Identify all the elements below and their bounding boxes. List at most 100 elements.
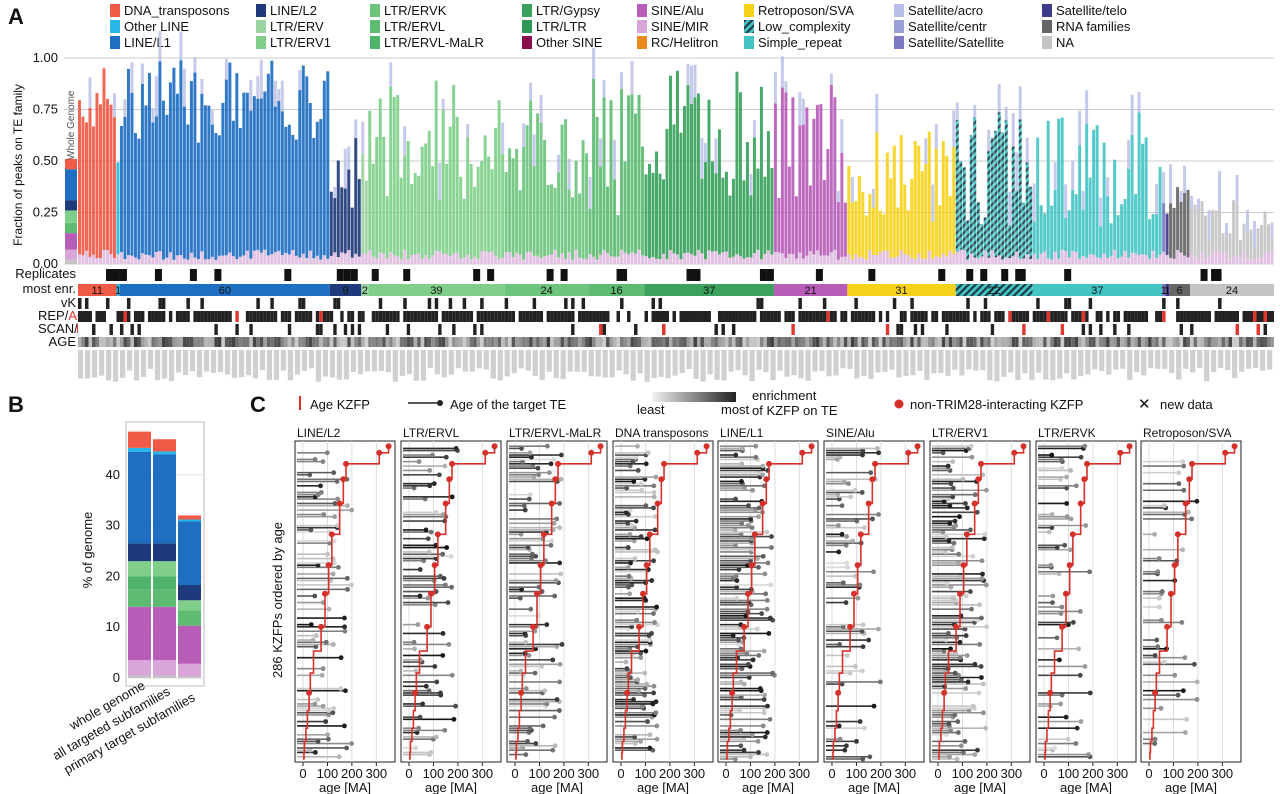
bar-segment bbox=[973, 104, 977, 118]
target-age-dot bbox=[331, 560, 337, 566]
scan-duf-mark bbox=[836, 324, 841, 335]
rep-act-mark bbox=[599, 311, 603, 322]
target-age-dot bbox=[837, 454, 843, 460]
target-age-dot bbox=[765, 560, 771, 566]
bar-segment bbox=[1193, 204, 1197, 257]
scan-duf-mark bbox=[1200, 324, 1205, 335]
age-mark bbox=[1200, 337, 1205, 347]
bar-segment bbox=[553, 187, 557, 250]
facet-frame bbox=[823, 440, 925, 763]
x-tick-label: 200 bbox=[659, 766, 681, 781]
bar-segment bbox=[315, 121, 319, 256]
scan-duf-mark bbox=[1134, 324, 1138, 335]
most-enriched-segment bbox=[847, 284, 956, 296]
bar-segment bbox=[1179, 252, 1183, 264]
bar-segment bbox=[231, 256, 235, 264]
bar-segment bbox=[105, 250, 109, 264]
scan-duf-mark bbox=[1151, 324, 1156, 335]
whole-genome-bar-segment bbox=[65, 233, 77, 250]
rep-act-mark bbox=[1190, 311, 1194, 322]
vk-mark bbox=[403, 298, 407, 309]
age-mark bbox=[424, 337, 428, 347]
bar-segment bbox=[1151, 214, 1155, 251]
age-mark bbox=[763, 337, 767, 347]
target-age-dot bbox=[980, 571, 985, 577]
age-mark bbox=[641, 337, 645, 347]
rep-act-mark bbox=[1011, 311, 1016, 322]
bar-segment bbox=[938, 257, 942, 264]
bar-segment bbox=[819, 255, 823, 264]
scan-duf-mark bbox=[1158, 324, 1163, 335]
bar-segment bbox=[1130, 94, 1134, 135]
bar-segment bbox=[466, 124, 470, 138]
x-tick-label: 200 bbox=[1187, 766, 1209, 781]
bar-segment bbox=[941, 253, 945, 264]
target-age-dot bbox=[1157, 604, 1162, 610]
non-trim28-dot bbox=[741, 623, 748, 630]
subfamily-name-mark bbox=[469, 350, 475, 372]
bar-segment bbox=[885, 250, 889, 264]
age-mark bbox=[759, 337, 764, 347]
bar-segment bbox=[161, 100, 165, 260]
stack-segment bbox=[153, 451, 176, 455]
facet-title: LTR/ERVL-MaLR bbox=[509, 426, 602, 440]
target-age-dot bbox=[1062, 542, 1068, 548]
bar-segment bbox=[717, 129, 721, 255]
bar-segment bbox=[630, 60, 634, 95]
target-age-dot bbox=[318, 483, 323, 489]
bar-segment bbox=[1102, 142, 1106, 254]
target-age-dot bbox=[733, 452, 739, 458]
x-tick-label: 0 bbox=[934, 766, 941, 781]
y-tick-label: 40 bbox=[106, 467, 120, 482]
scan-duf-mark bbox=[322, 324, 327, 335]
age-mark bbox=[270, 337, 274, 347]
x-axis-title: age [MA] bbox=[848, 780, 900, 794]
target-age-dot bbox=[738, 727, 744, 733]
bar-segment bbox=[599, 254, 603, 264]
bar-segment bbox=[1109, 256, 1113, 264]
bar-segment bbox=[840, 256, 844, 264]
age-mark bbox=[1046, 337, 1051, 347]
bar-segment bbox=[564, 119, 568, 259]
bar-segment bbox=[689, 253, 693, 264]
bar-segment bbox=[861, 257, 865, 264]
age-mark bbox=[1169, 337, 1173, 347]
stack-segment bbox=[178, 519, 201, 522]
rep-act-mark bbox=[133, 311, 138, 322]
bar-segment bbox=[679, 132, 683, 260]
bar-segment bbox=[298, 70, 302, 90]
rep-act-mark bbox=[1043, 311, 1047, 322]
bar-segment bbox=[172, 67, 176, 260]
scan-duf-mark bbox=[1053, 324, 1058, 335]
rep-act-mark bbox=[1193, 311, 1198, 322]
target-age-dot bbox=[523, 752, 529, 757]
rep-act-mark bbox=[207, 311, 211, 322]
scan-duf-mark bbox=[959, 324, 963, 335]
age-mark bbox=[242, 337, 246, 347]
non-trim28-dot bbox=[960, 562, 967, 569]
x-tick-label: 200 bbox=[764, 766, 786, 781]
rep-act-mark bbox=[88, 311, 92, 322]
x-tick-label: 0 bbox=[405, 766, 412, 781]
age-mark bbox=[1074, 337, 1079, 347]
target-age-dot bbox=[315, 562, 321, 568]
row-label-rep: REP/ bbox=[38, 308, 69, 323]
target-age-dot bbox=[523, 686, 529, 691]
rep-act-mark bbox=[1078, 311, 1082, 322]
target-age-dot bbox=[736, 642, 742, 647]
subfamily-name-mark bbox=[819, 350, 825, 371]
rep-act-mark bbox=[98, 311, 103, 322]
target-age-dot bbox=[652, 620, 657, 625]
target-age-dot bbox=[741, 681, 747, 687]
age-mark bbox=[693, 337, 697, 347]
bar-segment bbox=[773, 71, 777, 104]
whole-genome-bar-segment bbox=[65, 158, 77, 170]
target-age-dot bbox=[761, 710, 767, 716]
legend-label: LTR/ERV bbox=[270, 19, 324, 34]
target-age-dot bbox=[441, 512, 446, 517]
scan-duf-mark bbox=[214, 324, 218, 335]
rep-act-mark bbox=[452, 311, 456, 322]
age-mark bbox=[1270, 337, 1274, 347]
target-age-dot bbox=[651, 611, 656, 617]
subfamily-name-mark bbox=[539, 350, 545, 381]
